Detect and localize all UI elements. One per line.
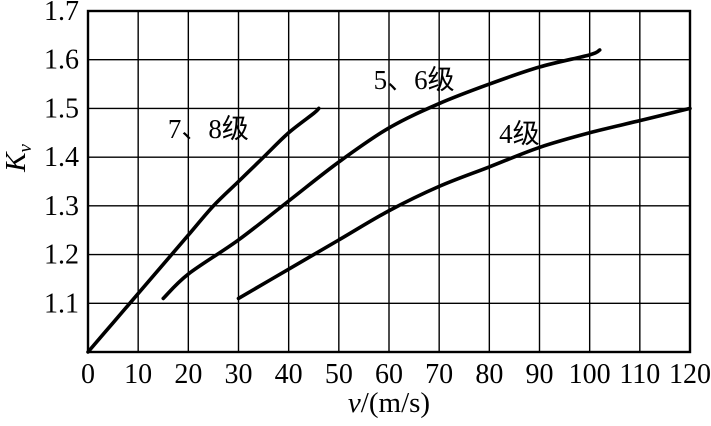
series-label-1: 7、8级 [168,114,249,144]
x-tick-label: 90 [526,359,554,390]
x-axis-symbol: v [347,387,361,419]
y-tick-label: 1.6 [44,45,79,76]
series-labels: 7、8级 5、6级 4级 [168,65,540,149]
y-tick-label: 1.1 [44,288,79,319]
x-tick-label: 100 [569,359,611,390]
x-tick-label: 120 [669,359,711,390]
y-tick-label: 1.3 [44,191,79,222]
x-tick-label: 20 [174,359,202,390]
y-axis-subscript: v [15,144,36,153]
curve-2 [161,48,602,301]
grid [88,11,690,352]
curve-1 [86,106,321,354]
y-tick-label: 1.7 [44,0,79,27]
x-tick-label: 70 [425,359,453,390]
x-axis-units: /(m/s) [360,387,431,419]
x-tick-label: 0 [81,359,95,390]
y-tick-label: 1.4 [44,142,79,173]
x-tick-label: 30 [225,359,253,390]
x-tick-label: 40 [275,359,303,390]
x-tick-label: 110 [619,359,660,390]
curve-3 [236,106,692,301]
x-tick-label: 50 [325,359,353,390]
y-tick-label: 1.2 [44,240,79,271]
x-tick-label: 60 [375,359,403,390]
series-label-3: 4级 [499,119,540,149]
curves [86,48,692,354]
x-tick-label: 80 [475,359,503,390]
x-axis-title: v/(m/s) [259,387,519,419]
y-axis-title: Kv [0,124,36,192]
x-tick-label: 10 [124,359,152,390]
axis-ticks: 0 10 20 30 40 50 60 70 80 90 100 110 120 1.1 1.2 1.3 1.4… [44,0,711,390]
plot-border-group [86,9,692,354]
series-label-2: 5、6级 [374,65,455,95]
plot-border [86,9,692,354]
y-axis-symbol: K [0,152,32,172]
y-tick-label: 1.5 [44,93,79,124]
